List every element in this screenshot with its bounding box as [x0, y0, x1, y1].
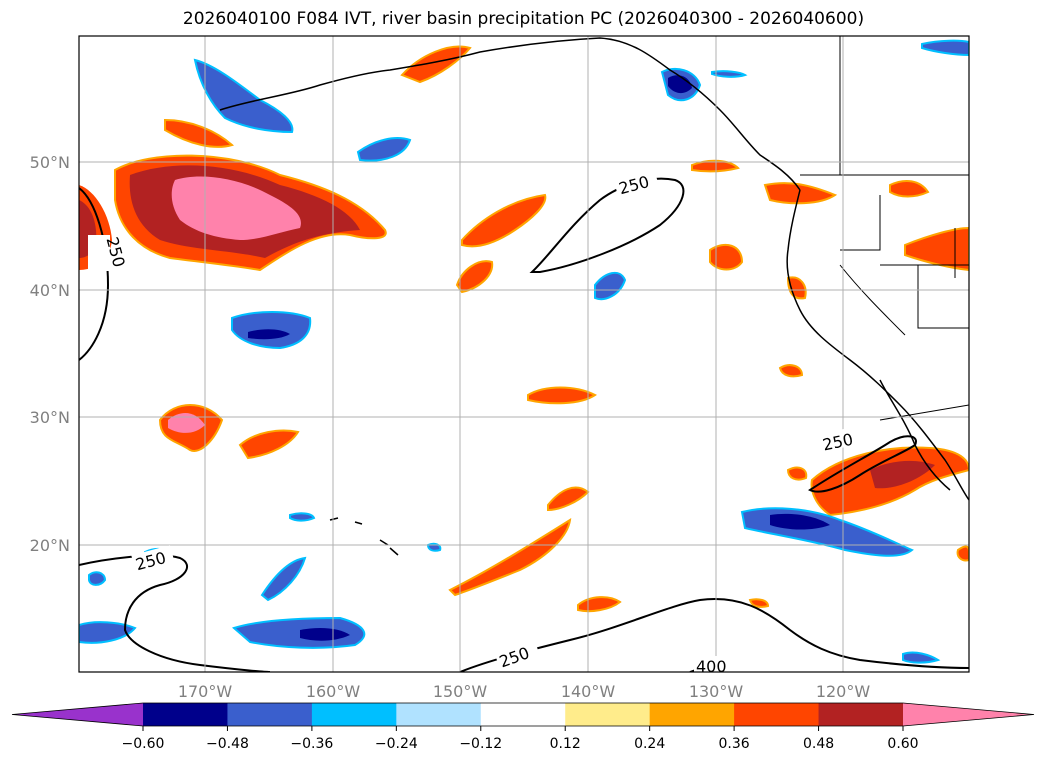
anomaly-region — [171, 176, 301, 240]
colorbar-tick-label: 0.60 — [887, 736, 918, 752]
anomaly-region — [168, 413, 205, 433]
ivt-contour-250 — [529, 177, 685, 273]
map-frame — [78, 35, 970, 673]
anomaly-region — [748, 598, 770, 608]
colorbar-extension-low — [12, 703, 143, 726]
ivt-contour-250 — [79, 187, 110, 361]
anomaly-region — [889, 179, 930, 198]
colorbar-tick-label: −0.36 — [290, 736, 333, 752]
colorbar-segment — [649, 703, 735, 726]
coastlines — [219, 37, 969, 556]
anomaly-region — [870, 460, 935, 489]
anomaly-region — [193, 58, 294, 134]
anomaly-region — [770, 513, 830, 530]
anomaly-region — [289, 512, 316, 522]
colorbar-segment — [818, 703, 904, 726]
lon-tick-label: 150°W — [433, 682, 488, 701]
anomaly-region — [260, 556, 307, 602]
mexico-border — [879, 404, 969, 421]
colorbar-tick-label: 0.48 — [803, 736, 834, 752]
lat-tick-label: 50°N — [30, 153, 70, 172]
contour-label: 400 — [696, 657, 727, 676]
anomaly-region — [164, 118, 235, 148]
colorbar-segment — [396, 703, 482, 726]
anomaly-region — [461, 193, 547, 248]
anomaly-region — [238, 429, 300, 460]
colorbar-extension-high — [903, 703, 1034, 726]
colorbar-tick-label: −0.24 — [375, 736, 418, 752]
lon-tick-label: 140°W — [561, 682, 616, 701]
anomaly-region — [904, 226, 969, 272]
colorbar-tick-label: 0.36 — [719, 736, 750, 752]
anomaly-region — [709, 243, 744, 271]
anomaly-region — [88, 571, 107, 586]
baja-peninsula — [879, 379, 951, 491]
negative-anomaly-regions — [79, 39, 969, 664]
alaska-coast — [219, 37, 801, 191]
anomaly-region — [763, 182, 838, 205]
anomaly-region — [778, 364, 804, 378]
anomaly-region — [711, 70, 748, 78]
anomaly-region — [527, 386, 597, 405]
colorbar-segment — [734, 703, 820, 726]
colorbar-tick-label: −0.12 — [459, 736, 502, 752]
colorbar-tick-label: 0.24 — [634, 736, 665, 752]
anomaly-region — [786, 466, 808, 481]
anomaly-region — [248, 329, 290, 340]
colorbar-tick-label: −0.48 — [206, 736, 249, 752]
colorbar-segment — [227, 703, 313, 726]
lon-tick-label: 160°W — [306, 682, 361, 701]
map-title: 2026040100 F084 IVT, river basin precipi… — [182, 9, 865, 29]
anomaly-region — [902, 651, 941, 664]
anomaly-region — [400, 45, 472, 84]
colorbar-segment — [311, 703, 397, 726]
anomaly-region — [594, 271, 627, 300]
lon-tick-label: 120°W — [816, 682, 871, 701]
lon-tick-label: 130°W — [689, 682, 744, 701]
anomaly-region — [426, 542, 442, 552]
lon-tick-label: 170°W — [178, 682, 233, 701]
colorbar-segment — [565, 703, 651, 726]
lat-tick-label: 30°N — [30, 408, 70, 427]
colorbar-segment — [480, 703, 566, 726]
lat-tick-labels: 50°N 40°N 30°N 20°N — [30, 153, 70, 555]
anomaly-region — [356, 137, 412, 162]
anomaly-region — [79, 621, 137, 644]
colorbar: −0.60 −0.48 −0.36 −0.24 −0.12 0.12 0.24 0.36 0.4… — [11, 702, 1035, 752]
borders — [800, 36, 969, 421]
lon-tick-labels: 170°W 160°W 150°W 140°W 130°W 120°W — [178, 682, 871, 701]
anomaly-region — [691, 159, 740, 173]
hawaii-islands — [329, 517, 399, 556]
lat-tick-label: 20°N — [30, 536, 70, 555]
anomaly-region — [956, 545, 969, 562]
anomaly-region — [300, 627, 350, 641]
west-coast — [786, 189, 969, 501]
gridlines — [79, 36, 969, 672]
state-borders — [839, 36, 969, 336]
anomaly-region — [231, 616, 366, 649]
anomaly-region — [455, 260, 494, 294]
colorbar-segment — [143, 703, 228, 726]
colorbar-tick-label: 0.12 — [550, 736, 581, 752]
ivt-contour-250 — [459, 598, 969, 672]
colorbar-tick-label: −0.60 — [122, 736, 165, 752]
lat-tick-label: 40°N — [30, 281, 70, 300]
anomaly-region — [921, 39, 969, 57]
anomaly-region — [448, 518, 572, 597]
